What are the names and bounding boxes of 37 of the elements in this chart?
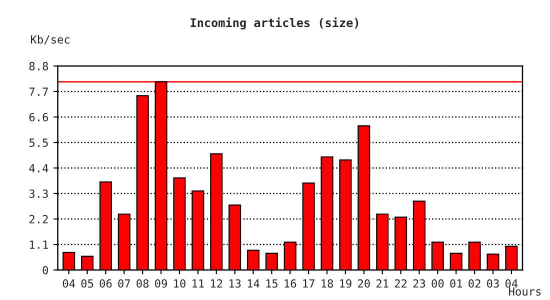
x-tick-label: 18	[322, 279, 333, 288]
x-tick-label: 06	[100, 279, 112, 288]
x-tick-label: 00	[432, 279, 444, 288]
y-tick-label: 4.4	[29, 164, 48, 172]
x-tick-label: 15	[266, 279, 278, 288]
y-tick-label: 7.7	[29, 88, 48, 96]
x-tick-label: 22	[394, 279, 407, 288]
x-axis-title: Hours	[509, 287, 541, 296]
y-tick-label: 0	[42, 266, 48, 274]
y-tick-label: 6.6	[29, 113, 48, 122]
x-tick-label: 16	[284, 279, 296, 288]
x-tick-label: 19	[340, 279, 352, 288]
x-tick-label: 04	[505, 279, 518, 288]
x-tick-label: 05	[81, 279, 94, 288]
x-tick-label: 04	[62, 279, 75, 288]
x-tick-label: 09	[155, 279, 167, 288]
x-tick-label: 03	[487, 279, 499, 288]
y-tick-label: 3.3	[29, 190, 48, 198]
x-tick-label: 13	[229, 279, 241, 288]
x-tick-label: 08	[136, 279, 149, 288]
x-tick-label: 23	[413, 279, 426, 288]
x-tick-label: 02	[468, 279, 480, 288]
y-axis-title: Kb/sec	[30, 35, 70, 45]
x-tick-label: 17	[303, 279, 314, 288]
y-tick-label: 8.8	[29, 62, 48, 70]
x-tick-label: 12	[211, 279, 222, 288]
x-tick-label: 01	[450, 279, 462, 288]
x-tick-label: 10	[174, 279, 186, 288]
y-tick-label: 5.5	[29, 138, 48, 147]
x-tick-label: 20	[358, 279, 370, 288]
chart-title: Incoming articles (size)	[190, 17, 358, 30]
y-tick-label: 2.2	[29, 215, 48, 224]
x-tick-label: 21	[376, 279, 388, 288]
x-tick-label: 11	[192, 279, 204, 288]
x-tick-label: 14	[248, 279, 260, 288]
y-tick-label: 1.1	[30, 240, 48, 249]
x-tick-label: 07	[118, 279, 130, 288]
